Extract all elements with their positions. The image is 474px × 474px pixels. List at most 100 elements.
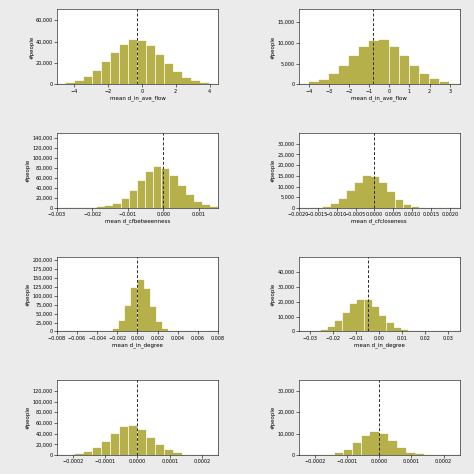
- Bar: [146, 46, 155, 84]
- Bar: [365, 301, 372, 331]
- Bar: [120, 428, 128, 455]
- Bar: [178, 186, 186, 208]
- Bar: [328, 327, 335, 331]
- Bar: [154, 167, 162, 208]
- Bar: [137, 41, 146, 84]
- Bar: [388, 441, 397, 455]
- Bar: [102, 63, 110, 84]
- Bar: [162, 169, 170, 208]
- Bar: [371, 177, 379, 208]
- Bar: [355, 182, 363, 208]
- Bar: [163, 329, 168, 331]
- Bar: [387, 323, 394, 331]
- Bar: [113, 204, 121, 208]
- Bar: [131, 288, 137, 331]
- Bar: [120, 45, 128, 84]
- Bar: [299, 83, 309, 84]
- Bar: [379, 316, 386, 331]
- Bar: [164, 450, 173, 455]
- Bar: [170, 176, 178, 208]
- Bar: [105, 206, 113, 208]
- Y-axis label: #people: #people: [29, 35, 34, 59]
- Bar: [349, 56, 359, 84]
- Bar: [403, 205, 411, 208]
- Y-axis label: #people: #people: [271, 406, 276, 429]
- Y-axis label: #people: #people: [26, 406, 31, 429]
- Bar: [359, 47, 369, 84]
- Bar: [323, 207, 331, 208]
- Bar: [150, 307, 156, 331]
- Bar: [75, 81, 83, 84]
- Bar: [350, 304, 357, 331]
- Bar: [379, 183, 387, 208]
- Bar: [363, 176, 371, 208]
- Bar: [129, 191, 137, 208]
- Y-axis label: #people: #people: [271, 35, 276, 59]
- Bar: [372, 307, 379, 331]
- Bar: [84, 77, 92, 84]
- Bar: [93, 71, 101, 84]
- Bar: [164, 64, 173, 84]
- Bar: [182, 78, 191, 84]
- Bar: [155, 445, 164, 455]
- Bar: [186, 195, 194, 208]
- Bar: [111, 434, 119, 455]
- Bar: [420, 74, 429, 84]
- Bar: [125, 306, 131, 331]
- Bar: [411, 207, 419, 208]
- Bar: [339, 66, 349, 84]
- X-axis label: mean d_in_ave_flow: mean d_in_ave_flow: [351, 95, 407, 100]
- Bar: [155, 55, 164, 84]
- Bar: [401, 330, 408, 331]
- Bar: [146, 172, 154, 208]
- Bar: [380, 40, 389, 84]
- Bar: [129, 40, 137, 84]
- Bar: [93, 448, 101, 455]
- Bar: [173, 72, 182, 84]
- Bar: [202, 205, 210, 208]
- Bar: [339, 199, 347, 208]
- Bar: [343, 312, 350, 331]
- Bar: [347, 191, 355, 208]
- Bar: [111, 53, 119, 84]
- Bar: [331, 204, 339, 208]
- Bar: [362, 436, 370, 455]
- Bar: [387, 192, 395, 208]
- Bar: [336, 321, 342, 331]
- Bar: [410, 66, 419, 84]
- Bar: [66, 83, 74, 84]
- X-axis label: mean d_in_ave_flow: mean d_in_ave_flow: [109, 95, 165, 100]
- Bar: [102, 442, 110, 455]
- Bar: [129, 426, 137, 455]
- Y-axis label: #people: #people: [26, 159, 31, 182]
- Bar: [137, 280, 144, 331]
- Bar: [173, 454, 182, 455]
- Bar: [335, 453, 343, 455]
- Bar: [156, 322, 162, 331]
- Bar: [146, 438, 155, 455]
- Bar: [357, 300, 365, 331]
- Bar: [430, 80, 439, 84]
- Y-axis label: #people: #people: [26, 283, 31, 306]
- Bar: [329, 74, 338, 84]
- Bar: [440, 82, 449, 84]
- Bar: [113, 328, 118, 331]
- Bar: [395, 200, 403, 208]
- Y-axis label: #people: #people: [271, 159, 276, 182]
- Bar: [144, 289, 150, 331]
- Bar: [137, 430, 146, 455]
- Bar: [394, 328, 401, 331]
- Bar: [400, 56, 409, 84]
- Bar: [344, 450, 352, 455]
- Bar: [121, 199, 129, 208]
- Bar: [137, 181, 146, 208]
- Bar: [210, 207, 218, 208]
- Bar: [379, 434, 388, 455]
- Bar: [309, 82, 319, 84]
- Bar: [397, 448, 406, 455]
- Bar: [321, 329, 328, 331]
- X-axis label: mean d_in_degree: mean d_in_degree: [354, 342, 405, 348]
- X-axis label: mean d_cfcloseness: mean d_cfcloseness: [351, 219, 407, 224]
- X-axis label: mean d_cfbetweenness: mean d_cfbetweenness: [105, 219, 170, 224]
- Bar: [75, 454, 83, 455]
